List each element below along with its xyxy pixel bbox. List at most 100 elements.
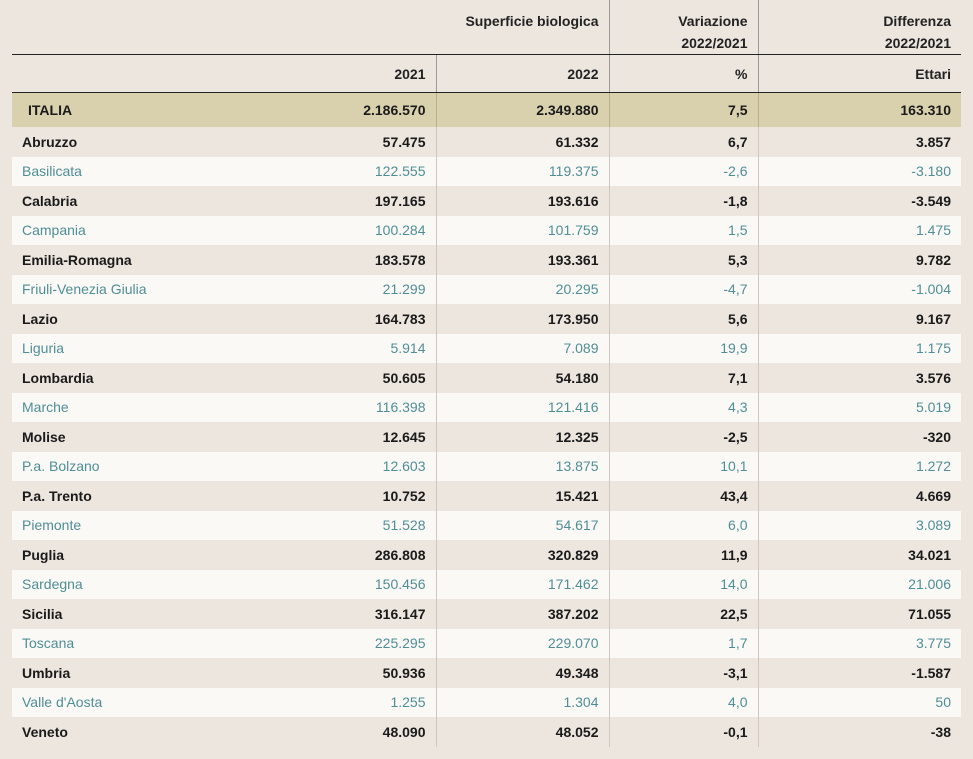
value-2022: 387.202: [435, 599, 609, 629]
table-row: Friuli-Venezia Giulia 21.299 20.295 -4,7 -1.…: [12, 274, 961, 304]
header-col-pct: %: [608, 54, 758, 93]
table-row: Lombardia 50.605 54.180 7,1 3.576: [12, 363, 961, 393]
value-2022: 121.416: [435, 392, 609, 422]
table-body: ITALIA 2.186.570 2.349.880 7,5 163.310 A…: [12, 92, 961, 747]
value-2022: 48.052: [435, 717, 609, 747]
region-name: Emilia-Romagna: [12, 245, 266, 275]
table-row: Campania 100.284 101.759 1,5 1.475: [12, 215, 961, 245]
region-name: Campania: [12, 215, 266, 245]
value-pct: 6,0: [608, 510, 758, 540]
value-diff: 34.021: [757, 540, 961, 570]
value-diff: 1.272: [757, 451, 961, 481]
value-pct: -2,6: [608, 156, 758, 186]
value-diff: 50: [757, 687, 961, 717]
table-row: Lazio 164.783 173.950 5,6 9.167: [12, 304, 961, 334]
value-diff: 3.857: [757, 127, 961, 157]
table-row: Piemonte 51.528 54.617 6,0 3.089: [12, 510, 961, 540]
header-variazione-line1: Variazione: [678, 13, 748, 29]
header-differenza-line1: Differenza: [883, 13, 951, 29]
value-2022: 12.325: [435, 422, 609, 452]
value-2021: 1.255: [266, 687, 436, 717]
table-row: Liguria 5.914 7.089 19,9 1.175: [12, 333, 961, 363]
region-name: Friuli-Venezia Giulia: [12, 274, 266, 304]
value-diff: 9.167: [757, 304, 961, 334]
value-diff: 5.019: [757, 392, 961, 422]
value-2022: 101.759: [435, 215, 609, 245]
regional-organic-area-table-container: Superficie biologica Variazione 2022/202…: [12, 0, 973, 747]
value-2021: 10.752: [266, 481, 436, 511]
value-2021: 21.299: [266, 274, 436, 304]
italia-total-row: ITALIA 2.186.570 2.349.880 7,5 163.310: [12, 92, 961, 127]
value-2021: 286.808: [266, 540, 436, 570]
table-row: P.a. Trento 10.752 15.421 43,4 4.669: [12, 481, 961, 511]
table-row: Molise 12.645 12.325 -2,5 -320: [12, 422, 961, 452]
value-pct: 4,3: [608, 392, 758, 422]
table-row: Calabria 197.165 193.616 -1,8 -3.549: [12, 186, 961, 216]
value-2021: 316.147: [266, 599, 436, 629]
region-name: Sardegna: [12, 569, 266, 599]
value-2021: 5.914: [266, 333, 436, 363]
region-name: P.a. Bolzano: [12, 451, 266, 481]
value-2021: 100.284: [266, 215, 436, 245]
organic-area-table: Superficie biologica Variazione 2022/202…: [12, 0, 961, 747]
region-name: Molise: [12, 422, 266, 452]
table-row: Veneto 48.090 48.052 -0,1 -38: [12, 717, 961, 747]
region-name: Lazio: [12, 304, 266, 334]
header-variazione: Variazione 2022/2021: [608, 0, 758, 55]
value-2022: 193.361: [435, 245, 609, 275]
table-row: P.a. Bolzano 12.603 13.875 10,1 1.272: [12, 451, 961, 481]
region-name: Liguria: [12, 333, 266, 363]
value-2021: 57.475: [266, 127, 436, 157]
value-2021: 183.578: [266, 245, 436, 275]
value-2021: 51.528: [266, 510, 436, 540]
header-units-empty: [12, 54, 266, 93]
value-diff: 3.089: [757, 510, 961, 540]
table-row: Puglia 286.808 320.829 11,9 34.021: [12, 540, 961, 570]
table-row: Valle d'Aosta 1.255 1.304 4,0 50: [12, 687, 961, 717]
region-name: Umbria: [12, 658, 266, 688]
italia-diff: 163.310: [757, 92, 961, 127]
table-row: Marche 116.398 121.416 4,3 5.019: [12, 392, 961, 422]
value-diff: -320: [757, 422, 961, 452]
value-2022: 173.950: [435, 304, 609, 334]
value-2021: 150.456: [266, 569, 436, 599]
value-2021: 50.936: [266, 658, 436, 688]
region-name: P.a. Trento: [12, 481, 266, 511]
value-pct: -1,8: [608, 186, 758, 216]
value-pct: 22,5: [608, 599, 758, 629]
value-diff: -38: [757, 717, 961, 747]
table-header: Superficie biologica Variazione 2022/202…: [12, 0, 961, 93]
italia-pct: 7,5: [608, 92, 758, 127]
region-name: Sicilia: [12, 599, 266, 629]
table-row: Sardegna 150.456 171.462 14,0 21.006: [12, 569, 961, 599]
table-row: Umbria 50.936 49.348 -3,1 -1.587: [12, 658, 961, 688]
header-superficie-label: Superficie biologica: [465, 13, 599, 29]
header-variazione-line2: 2022/2021: [681, 35, 748, 51]
value-2022: 1.304: [435, 687, 609, 717]
value-diff: 9.782: [757, 245, 961, 275]
value-diff: -1.004: [757, 274, 961, 304]
value-2022: 15.421: [435, 481, 609, 511]
table-row: Toscana 225.295 229.070 1,7 3.775: [12, 628, 961, 658]
italia-2022: 2.349.880: [435, 92, 609, 127]
value-2022: 20.295: [435, 274, 609, 304]
value-diff: 3.775: [757, 628, 961, 658]
value-pct: 5,6: [608, 304, 758, 334]
italia-2021: 2.186.570: [266, 92, 436, 127]
header-col-2022: 2022: [435, 54, 609, 93]
header-empty-cell: [12, 0, 266, 55]
header-row-top: Superficie biologica Variazione 2022/202…: [12, 0, 961, 55]
value-2021: 50.605: [266, 363, 436, 393]
region-name: Basilicata: [12, 156, 266, 186]
value-pct: 14,0: [608, 569, 758, 599]
value-2022: 320.829: [435, 540, 609, 570]
value-pct: 11,9: [608, 540, 758, 570]
value-2022: 7.089: [435, 333, 609, 363]
region-name: Toscana: [12, 628, 266, 658]
table-row: Sicilia 316.147 387.202 22,5 71.055: [12, 599, 961, 629]
value-diff: 1.175: [757, 333, 961, 363]
value-2022: 61.332: [435, 127, 609, 157]
value-2021: 197.165: [266, 186, 436, 216]
italia-name: ITALIA: [12, 92, 266, 127]
value-2022: 119.375: [435, 156, 609, 186]
